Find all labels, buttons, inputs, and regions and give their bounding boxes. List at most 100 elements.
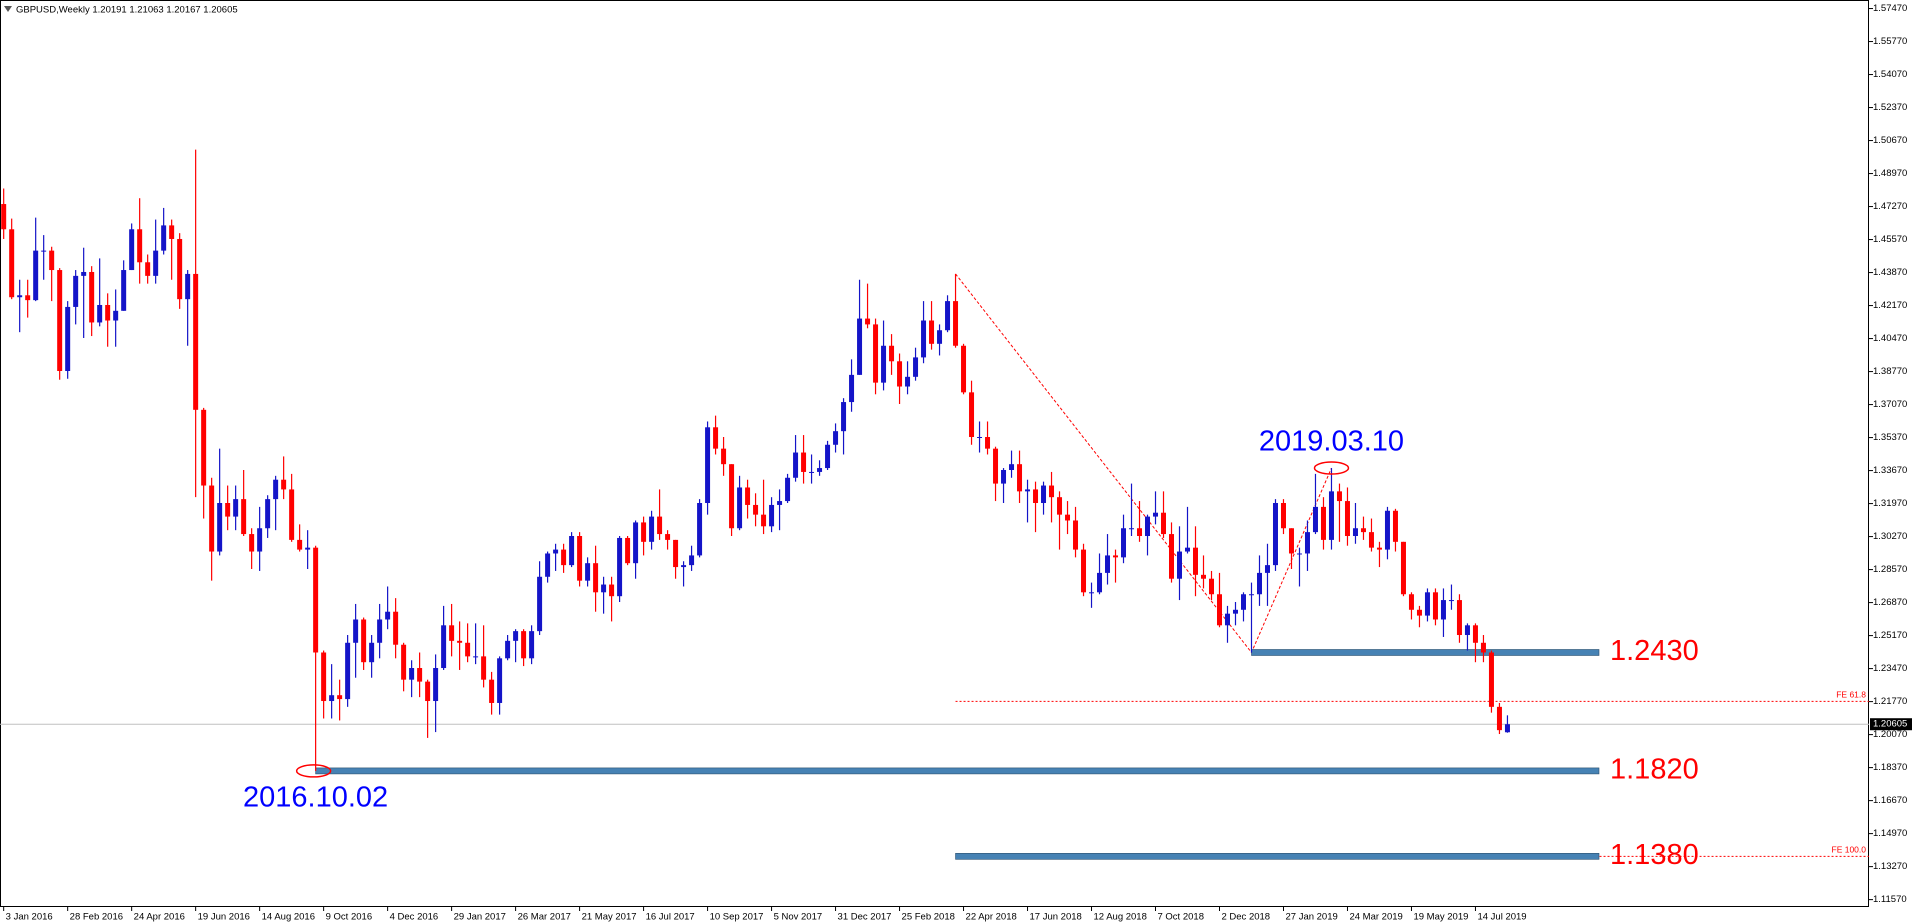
annotation-label: 2016.10.02 [243, 782, 388, 814]
candle-body [241, 499, 247, 535]
candle-body [1097, 572, 1103, 593]
candle-body [1065, 514, 1071, 521]
candle-body [553, 549, 559, 554]
level-line [315, 767, 1600, 775]
candle-body [33, 250, 39, 301]
y-tick-label: 1.55770 [1873, 36, 1907, 47]
y-tick-label: 1.11570 [1873, 894, 1907, 905]
candle-body [1073, 520, 1079, 550]
candle-body [785, 477, 791, 502]
candle-body [1320, 506, 1326, 540]
x-tick-label: 17 Jun 2018 [1030, 912, 1082, 923]
y-tick-label: 1.21770 [1873, 696, 1907, 707]
candle-body [1296, 553, 1302, 555]
y-tick-label: 1.37070 [1873, 399, 1907, 410]
candle-body [121, 270, 127, 311]
y-tick-label: 1.23470 [1873, 663, 1907, 674]
x-tick-label: 4 Dec 2016 [390, 912, 439, 923]
candle-body [1216, 594, 1222, 626]
x-tick-label: 22 Apr 2018 [966, 912, 1017, 923]
x-tick-label: 2 Dec 2018 [1221, 912, 1270, 923]
candle-body [769, 504, 775, 527]
candle-body [593, 563, 599, 593]
candle-body [1169, 534, 1175, 579]
candle-body [545, 553, 551, 577]
candle-body [1424, 592, 1430, 616]
candle-body [897, 361, 903, 387]
candle-body [97, 304, 103, 323]
candle-body [1001, 470, 1007, 484]
candle-body [353, 619, 359, 643]
candle-body [601, 584, 607, 593]
candle-body [937, 330, 943, 344]
candle-body [1312, 506, 1318, 533]
candle-body [1153, 512, 1159, 517]
candle-body [1352, 528, 1358, 537]
candle-body [217, 503, 223, 552]
x-tick-label: 7 Oct 2018 [1158, 912, 1204, 923]
candle-body [993, 448, 999, 484]
candle-body [729, 464, 735, 529]
y-tick-label: 1.16670 [1873, 795, 1907, 806]
candle-body [65, 306, 71, 371]
candle-body [841, 402, 847, 432]
y-tick-label: 1.25170 [1873, 630, 1907, 641]
candle-body [569, 536, 575, 566]
y-tick-label: 1.20070 [1873, 729, 1907, 740]
candle-body [1440, 600, 1446, 620]
candle-body [1017, 464, 1023, 492]
candle-body [817, 468, 823, 472]
candle-body [793, 452, 799, 478]
candle-body [697, 503, 703, 556]
candle-body [153, 250, 159, 276]
level-label: 1.2430 [1610, 635, 1699, 667]
candle-body [377, 619, 383, 643]
y-tick-label: 1.28570 [1873, 564, 1907, 575]
candle-body [1121, 528, 1127, 558]
candle-body [49, 250, 55, 271]
candle-body [345, 642, 351, 700]
candle-body [497, 658, 503, 703]
candle-body [737, 487, 743, 529]
candle-body [249, 534, 255, 552]
candle-body [681, 565, 687, 568]
candle-body [521, 631, 527, 659]
annotation-marker [295, 764, 332, 778]
candle-body [857, 318, 863, 375]
candle-body [1224, 613, 1230, 626]
y-tick-label: 1.42170 [1873, 300, 1907, 311]
candle-body [329, 695, 335, 702]
candle-body [1049, 485, 1055, 498]
x-tick-label: 21 May 2017 [582, 912, 637, 923]
candle-body [641, 522, 647, 542]
y-tick-label: 1.14970 [1873, 828, 1907, 839]
candle-body [209, 485, 215, 552]
candle-body [201, 409, 207, 486]
candle-body [1368, 532, 1374, 548]
candle-body [1232, 609, 1238, 614]
candle-body [129, 229, 135, 271]
candle-body [81, 271, 87, 276]
candle-body [449, 625, 455, 641]
candle-body [745, 487, 751, 505]
candle-body [1193, 547, 1199, 575]
candle-body [577, 536, 583, 581]
candle-body [689, 555, 695, 566]
candle-body [393, 611, 399, 645]
candle-body [761, 514, 767, 527]
x-tick-label: 24 Apr 2016 [134, 912, 185, 923]
candle-body [1137, 528, 1143, 537]
candle-body [257, 528, 263, 552]
candle-body [1448, 600, 1454, 602]
x-tick-label: 10 Sep 2017 [710, 912, 764, 923]
candle-body [649, 516, 655, 542]
candle-body [881, 345, 887, 383]
fibo-level-label: FE 61.8 [1836, 690, 1866, 700]
candle-body [657, 516, 663, 535]
candle-body [457, 640, 463, 643]
y-tick-label: 1.40470 [1873, 333, 1907, 344]
candle-body [977, 436, 983, 438]
last-price-label: 1.20605 [1873, 719, 1907, 730]
candle-body [1344, 501, 1350, 537]
candle-body [585, 563, 591, 581]
